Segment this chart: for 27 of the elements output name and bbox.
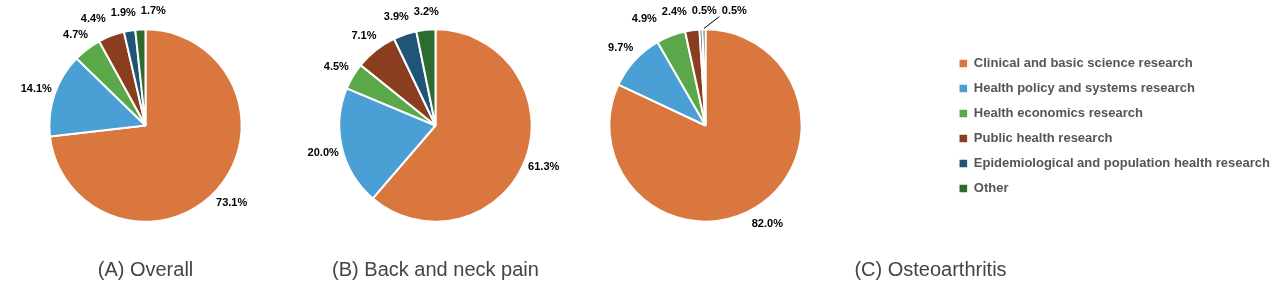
data-label: 20.0% <box>307 146 340 159</box>
text: (C) Osteoarthritis <box>854 257 1007 280</box>
legend-label: Health economics research <box>973 105 1143 120</box>
data-label: 14.1% <box>20 82 53 95</box>
data-label: 1.9% <box>110 5 137 18</box>
data-label: 0.5% <box>691 4 718 17</box>
legend-label: Public health research <box>973 130 1113 145</box>
data-label: 4.4% <box>80 11 107 24</box>
data-label: 2.4% <box>661 5 688 18</box>
data-label: 0.5% <box>721 4 748 17</box>
text: (A) Overall <box>97 257 194 280</box>
data-label: 3.9% <box>383 10 410 23</box>
data-label: 4.9% <box>631 11 658 24</box>
data-label: 61.3% <box>528 159 560 172</box>
data-label: 82.0% <box>751 216 784 229</box>
data-label: 73.1% <box>216 196 248 209</box>
data-label: 4.7% <box>63 27 89 40</box>
text: (B) Back and neck pain <box>332 257 539 280</box>
data-label: 3.2% <box>413 4 440 17</box>
legend-label: Other <box>973 180 1009 195</box>
data-label: 9.7% <box>608 41 634 54</box>
legend-label: Epidemiological and population health research <box>973 155 1270 170</box>
data-label: 4.5% <box>323 60 350 73</box>
data-label: 7.1% <box>351 29 377 41</box>
data-label: 1.7% <box>140 4 167 17</box>
legend-label: Clinical and basic science research <box>973 55 1193 70</box>
legend-label: Health policy and systems research <box>973 80 1195 95</box>
